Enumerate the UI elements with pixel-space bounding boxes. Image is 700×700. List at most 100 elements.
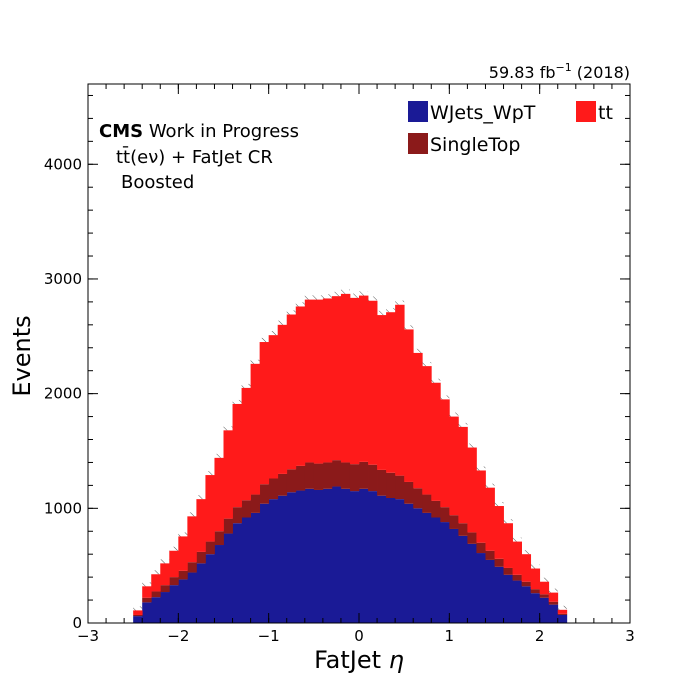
uncertainty-band <box>169 546 179 551</box>
uncertainty-band <box>214 453 224 458</box>
bar-tt <box>322 298 333 463</box>
uncertainty-band <box>322 294 332 299</box>
bar-singletop <box>277 473 288 496</box>
bar-tt <box>530 568 541 590</box>
uncertainty-band <box>232 399 242 404</box>
bar-singletop <box>548 601 559 605</box>
bar-tt <box>485 487 495 551</box>
region-label: tt̄(eν) + FatJet CR <box>116 146 273 168</box>
uncertainty-band <box>241 383 251 388</box>
bar-wjets-wpt <box>449 528 459 623</box>
bar-wjets-wpt <box>241 517 251 623</box>
bar-tt <box>178 536 188 571</box>
bar-tt <box>557 609 568 614</box>
x-tick-label: −2 <box>167 627 189 645</box>
bar-wjets-wpt <box>232 523 242 623</box>
bar-singletop <box>431 500 441 518</box>
bar-wjets-wpt <box>548 604 559 623</box>
bar-wjets-wpt <box>431 517 441 623</box>
uncertainty-band <box>133 606 143 611</box>
bar-singletop <box>223 518 233 534</box>
uncertainty-band <box>449 412 459 417</box>
bar-tt <box>458 426 468 524</box>
bar-tt <box>503 523 513 568</box>
bar-wjets-wpt <box>313 489 324 623</box>
bar-wjets-wpt <box>377 495 387 623</box>
bar-tt <box>349 297 360 465</box>
x-axis-title: FatJet η <box>314 646 404 674</box>
bar-singletop <box>304 462 315 489</box>
bar-wjets-wpt <box>304 488 315 623</box>
bar-tt <box>277 324 288 474</box>
uncertainty-band <box>467 443 477 448</box>
uncertainty-band <box>259 337 269 343</box>
uncertainty-band <box>359 291 369 296</box>
uncertainty-band <box>304 295 314 300</box>
bar-wjets-wpt <box>349 491 360 623</box>
uncertainty-band <box>440 395 450 400</box>
stacked-bars <box>133 293 568 623</box>
bar-wjets-wpt <box>359 488 369 623</box>
bar-tt <box>494 506 504 559</box>
bar-tt <box>377 315 387 470</box>
uncertainty-band <box>539 577 549 582</box>
bar-singletop <box>178 570 188 580</box>
bar-wjets-wpt <box>295 490 306 623</box>
legend-swatch-wjets-wpt <box>408 101 428 122</box>
bar-tt <box>160 563 170 586</box>
uncertainty-band <box>458 422 468 427</box>
bar-tt <box>368 300 378 465</box>
y-tick-label: 4000 <box>44 155 82 173</box>
legend-swatch-singletop <box>408 133 428 154</box>
bar-singletop <box>449 515 459 529</box>
y-tick-label: 3000 <box>44 270 82 288</box>
bar-wjets-wpt <box>503 574 513 623</box>
bar-singletop <box>349 464 360 492</box>
uncertainty-band <box>196 495 206 500</box>
bar-singletop <box>295 465 306 491</box>
bar-wjets-wpt <box>133 616 143 623</box>
bar-singletop <box>286 469 297 493</box>
bar-tt <box>205 475 215 542</box>
uncertainty-band <box>413 348 423 353</box>
x-tick-label: −3 <box>77 627 99 645</box>
bar-wjets-wpt <box>467 543 477 623</box>
bar-tt <box>241 387 251 501</box>
bar-singletop <box>485 550 495 560</box>
y-tick-label: 2000 <box>44 385 82 403</box>
uncertainty-band <box>503 519 513 524</box>
x-tick-label: 2 <box>535 627 545 645</box>
legend-label-wjets-wpt: WJets_WpT <box>430 102 536 124</box>
uncertainty-band <box>548 588 558 593</box>
bar-tt <box>196 499 206 552</box>
bar-wjets-wpt <box>331 486 342 623</box>
bar-wjets-wpt <box>458 535 468 623</box>
bar-wjets-wpt <box>250 512 261 623</box>
bar-wjets-wpt <box>404 503 414 623</box>
bar-wjets-wpt <box>368 491 378 623</box>
bar-singletop <box>205 541 215 555</box>
bar-tt <box>295 306 306 466</box>
uncertainty-band <box>286 310 296 315</box>
uncertainty-bands <box>133 289 567 611</box>
bar-singletop <box>169 577 179 586</box>
bar-singletop <box>467 532 477 544</box>
bar-wjets-wpt <box>512 580 522 623</box>
x-tick-label: 3 <box>625 627 635 645</box>
uncertainty-band <box>151 570 161 575</box>
uncertainty-band <box>349 293 359 298</box>
bar-singletop <box>440 507 450 523</box>
bar-tt <box>340 293 351 463</box>
bar-tt <box>331 296 342 461</box>
bar-singletop <box>521 581 532 587</box>
bar-singletop <box>331 460 342 487</box>
uncertainty-band <box>512 537 522 542</box>
uncertainty-band <box>377 310 387 316</box>
bar-wjets-wpt <box>214 545 224 623</box>
bar-tt <box>304 299 315 463</box>
uncertainty-band <box>395 300 405 305</box>
uncertainty-band <box>431 378 441 383</box>
legend-label-tt: tt <box>598 102 613 124</box>
bar-tt <box>214 457 224 532</box>
